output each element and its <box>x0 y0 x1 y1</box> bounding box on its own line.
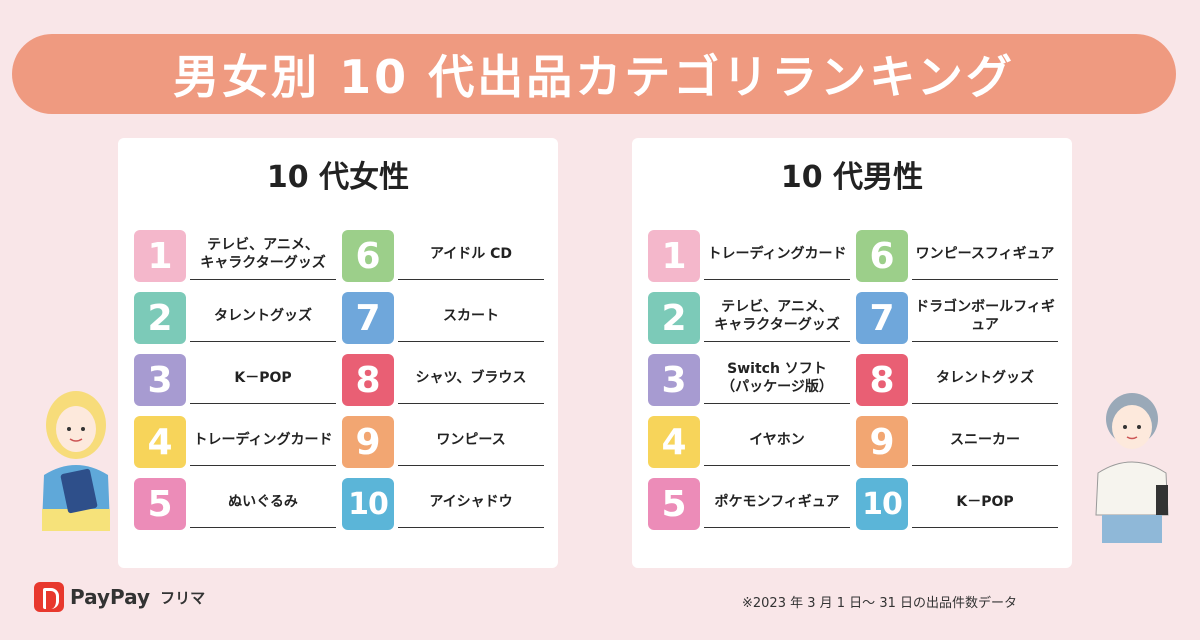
paypay-furima-logo: PayPay フリマ <box>34 582 205 612</box>
list-item: 10 アイシャドウ <box>340 474 548 536</box>
list-item: 5 ポケモンフィギュア <box>646 474 854 536</box>
rank-badge: 5 <box>134 478 186 530</box>
rank-label: タレントグッズ <box>912 354 1058 404</box>
list-item: 6 アイドル CD <box>340 226 548 288</box>
list-item: 6 ワンピースフィギュア <box>854 226 1062 288</box>
rank-label: ドラゴンボールフィギュア <box>912 292 1058 342</box>
rank-badge: 4 <box>134 416 186 468</box>
rank-badge: 10 <box>342 478 394 530</box>
paypay-logo-icon <box>34 582 64 612</box>
male-heading: 10 代男性 <box>780 160 924 195</box>
rank-label: シャツ、ブラウス <box>398 354 544 404</box>
rank-badge: 3 <box>134 354 186 406</box>
rank-badge: 3 <box>648 354 700 406</box>
list-item: 2 タレントグッズ <box>132 288 340 350</box>
list-item: 9 スニーカー <box>854 412 1062 474</box>
rank-label: Switch ソフト （パッケージ版） <box>704 354 850 404</box>
logo-sub: フリマ <box>160 588 206 607</box>
rank-badge: 6 <box>856 230 908 282</box>
rank-label: スカート <box>398 292 544 342</box>
girl-illustration <box>42 391 110 531</box>
data-source-note: ※2023 年 3 月 1 日〜 31 日の出品件数データ <box>742 596 1017 611</box>
rank-label: アイドル CD <box>398 230 544 280</box>
list-item: 1 トレーディングカード <box>646 226 854 288</box>
rank-badge: 5 <box>648 478 700 530</box>
list-item: 10 K－POP <box>854 474 1062 536</box>
list-item: 7 ドラゴンボールフィギュア <box>854 288 1062 350</box>
rank-badge: 8 <box>856 354 908 406</box>
rank-badge: 2 <box>648 292 700 344</box>
list-item: 8 タレントグッズ <box>854 350 1062 412</box>
rank-label: ポケモンフィギュア <box>704 478 850 528</box>
page-title: 男女別 10 代出品カテゴリランキング <box>173 50 1015 104</box>
rank-label: ぬいぐるみ <box>190 478 336 528</box>
rank-badge: 1 <box>648 230 700 282</box>
logo-brand: PayPay <box>70 585 151 609</box>
list-item: 4 イヤホン <box>646 412 854 474</box>
rank-label: ワンピース <box>398 416 544 466</box>
female-ranking-card: 10 代女性 1 テレビ、アニメ、 キャラクターグッズ 2 タレントグッズ 3 K－P… <box>118 138 558 568</box>
rank-label: トレーディングカード <box>190 416 336 466</box>
rank-badge: 2 <box>134 292 186 344</box>
rank-badge: 9 <box>856 416 908 468</box>
rank-label: K－POP <box>912 478 1058 528</box>
rank-badge: 1 <box>134 230 186 282</box>
rank-badge: 4 <box>648 416 700 468</box>
rank-badge: 7 <box>856 292 908 344</box>
title-banner: 男女別 10 代出品カテゴリランキング <box>12 34 1176 114</box>
male-ranking-card: 10 代男性 1 トレーディングカード 2 テレビ、アニメ、 キャラクターグッズ 3… <box>632 138 1072 568</box>
list-item: 7 スカート <box>340 288 548 350</box>
rank-label: テレビ、アニメ、 キャラクターグッズ <box>190 230 336 280</box>
list-item: 4 トレーディングカード <box>132 412 340 474</box>
rank-label: トレーディングカード <box>704 230 850 280</box>
rank-badge: 8 <box>342 354 394 406</box>
rank-badge: 6 <box>342 230 394 282</box>
rank-badge: 9 <box>342 416 394 468</box>
list-item: 5 ぬいぐるみ <box>132 474 340 536</box>
rank-badge: 10 <box>856 478 908 530</box>
rank-label: K－POP <box>190 354 336 404</box>
rank-label: タレントグッズ <box>190 292 336 342</box>
female-heading: 10 代女性 <box>266 160 410 195</box>
rank-label: ワンピースフィギュア <box>912 230 1058 280</box>
male-rank-list: 1 トレーディングカード 2 テレビ、アニメ、 キャラクターグッズ 3 Switch … <box>646 226 1062 536</box>
list-item: 8 シャツ、ブラウス <box>340 350 548 412</box>
female-rank-list: 1 テレビ、アニメ、 キャラクターグッズ 2 タレントグッズ 3 K－POP 4 トレー… <box>132 226 548 536</box>
boy-illustration <box>1095 393 1169 543</box>
list-item: 1 テレビ、アニメ、 キャラクターグッズ <box>132 226 340 288</box>
rank-label: アイシャドウ <box>398 478 544 528</box>
rank-label: スニーカー <box>912 416 1058 466</box>
list-item: 3 K－POP <box>132 350 340 412</box>
list-item: 3 Switch ソフト （パッケージ版） <box>646 350 854 412</box>
list-item: 9 ワンピース <box>340 412 548 474</box>
rank-label: テレビ、アニメ、 キャラクターグッズ <box>704 292 850 342</box>
list-item: 2 テレビ、アニメ、 キャラクターグッズ <box>646 288 854 350</box>
rank-badge: 7 <box>342 292 394 344</box>
rank-label: イヤホン <box>704 416 850 466</box>
